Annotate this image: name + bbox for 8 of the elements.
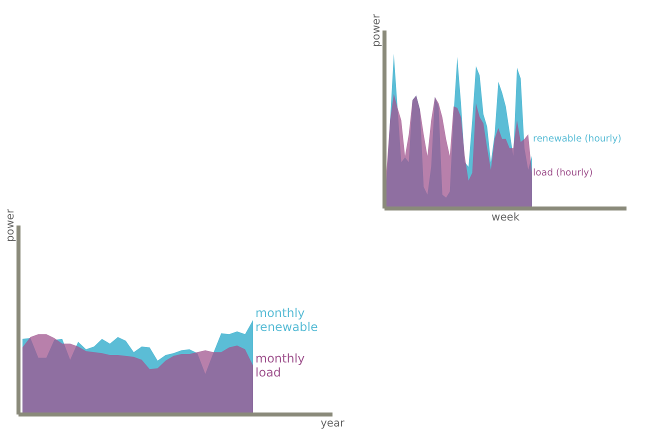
x-axis-title: year [320, 416, 346, 430]
series-label: load (hourly) [533, 167, 593, 178]
y-axis-title: power [370, 13, 382, 47]
series-label: monthly renewable [255, 306, 318, 334]
y-axis-title: power [4, 208, 16, 242]
x-axis-title: week [492, 210, 520, 224]
series-label: monthly load [255, 351, 305, 380]
series-label: renewable (hourly) [533, 133, 622, 144]
